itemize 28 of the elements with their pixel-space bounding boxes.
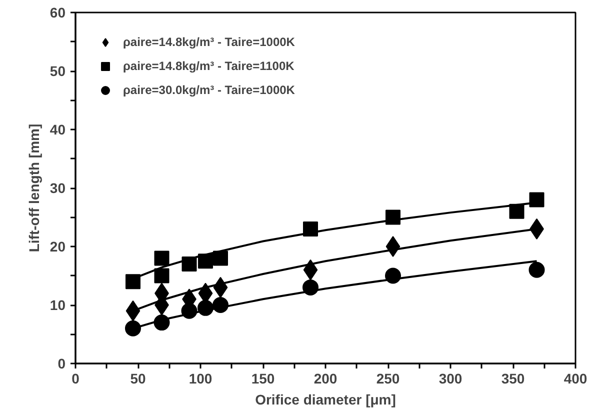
y-tick-label: 10 xyxy=(50,297,66,313)
x-tick-label: 300 xyxy=(438,370,462,386)
point xyxy=(126,274,140,290)
legend-label: ρaire=14.8kg/m³ - Taire=1100K xyxy=(123,59,294,73)
y-tick-label: 20 xyxy=(50,238,66,254)
x-tick-label: 150 xyxy=(251,370,275,386)
point xyxy=(213,250,228,266)
y-tick-label: 60 xyxy=(50,4,66,20)
point xyxy=(125,320,141,336)
x-tick-label: 100 xyxy=(188,370,212,386)
legend-label: ρaire=14.8kg/m³ - Taire=1000K xyxy=(123,35,295,49)
point xyxy=(154,268,170,284)
x-axis-title: Orifice diameter [μm] xyxy=(255,392,396,408)
y-tick-label: 40 xyxy=(50,122,66,138)
y-tick-label: 30 xyxy=(50,180,66,196)
x-tick-label: 0 xyxy=(72,370,80,386)
x-tick-label: 250 xyxy=(376,370,400,386)
point xyxy=(154,250,170,266)
x-tick-label: 350 xyxy=(501,370,525,386)
y-tick-label: 0 xyxy=(58,356,66,372)
y-axis-title: Lift-off length [mm] xyxy=(26,124,42,252)
point xyxy=(529,192,544,208)
x-tick-label: 200 xyxy=(314,370,338,386)
y-tick-label: 50 xyxy=(50,63,66,79)
point xyxy=(528,262,545,278)
legend-label: ρaire=30.0kg/m³ - Taire=1000K xyxy=(123,83,295,97)
x-tick-label: 50 xyxy=(130,370,146,386)
x-tick-label: 400 xyxy=(564,370,588,386)
